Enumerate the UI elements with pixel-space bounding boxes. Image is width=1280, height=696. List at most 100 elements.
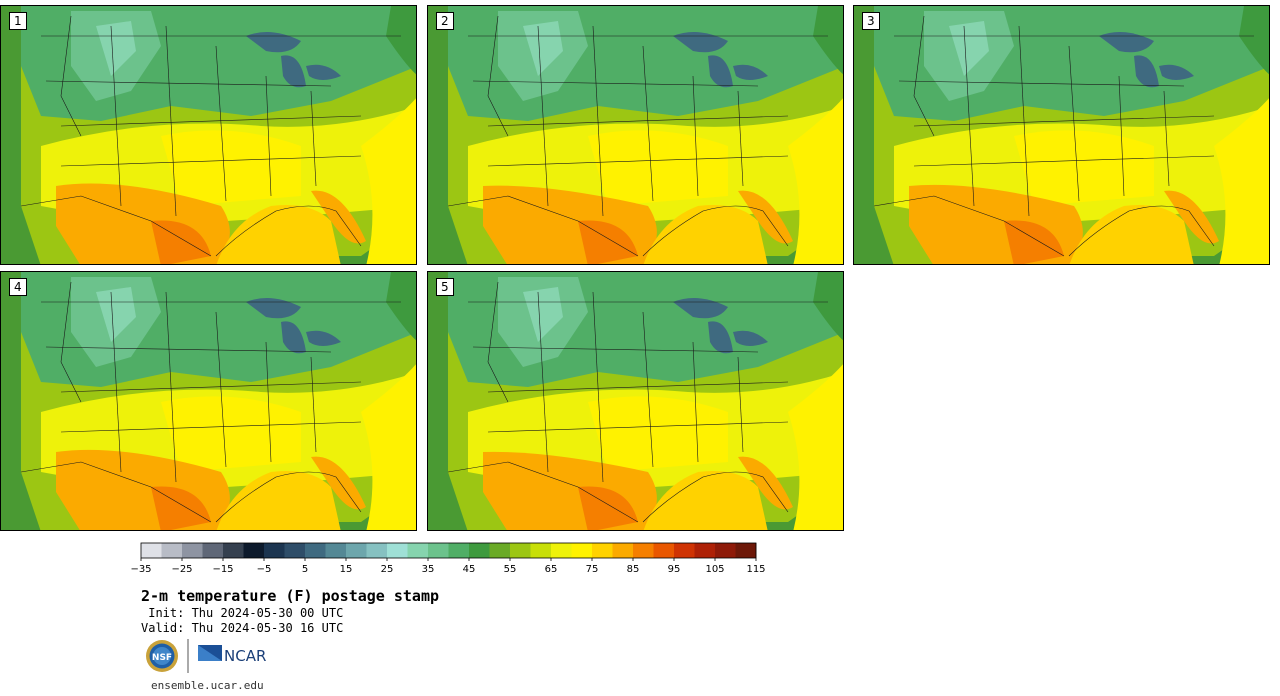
great-lakes xyxy=(306,330,341,346)
temperature-map xyxy=(428,272,843,530)
nsf-logo: NSF xyxy=(146,640,178,672)
boundaries xyxy=(873,15,1254,257)
warm-region xyxy=(161,396,301,472)
stamp-panel-4: 4 xyxy=(0,271,417,531)
colorbar-swatch xyxy=(510,543,531,558)
boundaries xyxy=(447,281,828,523)
colorbar-swatch xyxy=(551,543,572,558)
colorbar-tick-label: 45 xyxy=(463,564,476,575)
temperature-colorbar: −35 −25 −15 −5 5 15 25 35 45 55 65 75 85 95 105 115 xyxy=(130,542,766,575)
colorbar-swatch xyxy=(612,543,634,558)
high-terrain xyxy=(949,21,989,76)
great-lakes xyxy=(246,32,301,53)
florida-region xyxy=(738,456,793,510)
panel-number: 1 xyxy=(9,12,27,30)
gulf-region xyxy=(1069,205,1194,264)
warm-region xyxy=(588,130,728,206)
colorbar-swatch xyxy=(202,543,224,558)
gulf-region xyxy=(216,205,341,264)
colorbar-swatch xyxy=(387,543,408,558)
colorbar-swatch xyxy=(346,543,367,558)
high-terrain xyxy=(523,287,563,342)
north-atlantic-region xyxy=(386,6,416,75)
website-link[interactable]: ensemble.ucar.edu xyxy=(151,679,264,692)
great-lakes xyxy=(673,32,728,53)
hot-region xyxy=(1004,220,1064,264)
atlantic-region xyxy=(361,98,416,264)
florida-region xyxy=(738,190,793,244)
colorbar-swatch xyxy=(715,543,736,558)
colorbar-swatch xyxy=(735,543,757,558)
panel-number: 4 xyxy=(9,278,27,296)
colorbar-swatch xyxy=(530,543,552,558)
ncar-logo: NCAR xyxy=(198,645,266,665)
florida-region xyxy=(1164,190,1219,244)
panel-number: 2 xyxy=(436,12,454,30)
high-terrain xyxy=(96,21,136,76)
stamp-panel-3: 3 xyxy=(853,5,1270,265)
atlantic-region xyxy=(361,364,416,530)
hot-region xyxy=(151,486,211,530)
colorbar-tick-label: 85 xyxy=(627,564,640,575)
colorbar-swatch xyxy=(592,543,613,558)
colorbar-swatch xyxy=(448,543,470,558)
colorbar-tick-label: 65 xyxy=(545,564,558,575)
colorbar-tick-label: −25 xyxy=(171,564,192,575)
great-lakes xyxy=(306,64,341,80)
init-time: Init: Thu 2024-05-30 00 UTC xyxy=(141,606,344,620)
north-atlantic-region xyxy=(386,272,416,341)
stamp-panel-5: 5 xyxy=(427,271,844,531)
colorbar-swatch xyxy=(223,543,244,558)
colorbar-tick-label: 25 xyxy=(381,564,394,575)
colorbar-swatch xyxy=(469,543,490,558)
high-terrain xyxy=(523,21,563,76)
atlantic-region xyxy=(788,364,843,530)
great-lakes xyxy=(1134,55,1159,88)
colorbar-tick-label: 35 xyxy=(422,564,435,575)
colorbar-swatch xyxy=(653,543,675,558)
gulf-region xyxy=(216,471,341,530)
north-atlantic-region xyxy=(813,272,843,341)
great-lakes xyxy=(733,330,768,346)
colorbar-tick-label: 115 xyxy=(746,564,765,575)
great-lakes xyxy=(281,321,306,354)
colorbar-swatch xyxy=(305,543,326,558)
colorbar-tick-label: 105 xyxy=(705,564,724,575)
great-lakes xyxy=(281,55,306,88)
great-lakes xyxy=(1099,32,1154,53)
warm-region xyxy=(588,396,728,472)
north-atlantic-region xyxy=(1239,6,1269,75)
colorbar-tick-label: 95 xyxy=(668,564,681,575)
gulf-region xyxy=(643,471,768,530)
colorbar-tick-label: 15 xyxy=(340,564,353,575)
ncar-logo-text: NCAR xyxy=(224,647,266,665)
temperature-map xyxy=(428,6,843,264)
temperature-map xyxy=(854,6,1269,264)
colorbar-swatch xyxy=(325,543,347,558)
colorbar-swatch xyxy=(674,543,695,558)
colorbar-tick-label: −35 xyxy=(130,564,151,575)
gulf-region xyxy=(643,205,768,264)
warm-region xyxy=(1014,130,1154,206)
colorbar-swatch xyxy=(284,543,306,558)
great-lakes xyxy=(708,55,733,88)
valid-time: Valid: Thu 2024-05-30 16 UTC xyxy=(141,621,344,635)
warm-region xyxy=(161,130,301,206)
colorbar-swatch xyxy=(366,543,388,558)
high-terrain xyxy=(96,287,136,342)
great-lakes xyxy=(673,298,728,319)
logo-block: NSF NCAR xyxy=(146,639,266,673)
hot-region xyxy=(578,486,638,530)
panel-number: 5 xyxy=(436,278,454,296)
colorbar-tick-label: 5 xyxy=(302,564,308,575)
great-lakes xyxy=(733,64,768,80)
hot-region xyxy=(151,220,211,264)
great-lakes xyxy=(1159,64,1194,80)
boundaries xyxy=(20,15,401,257)
stamp-panel-1: 1 xyxy=(0,5,417,265)
colorbar-swatch xyxy=(182,543,203,558)
great-lakes xyxy=(708,321,733,354)
hot-region xyxy=(578,220,638,264)
temperature-map xyxy=(1,6,416,264)
panel-number: 3 xyxy=(862,12,880,30)
